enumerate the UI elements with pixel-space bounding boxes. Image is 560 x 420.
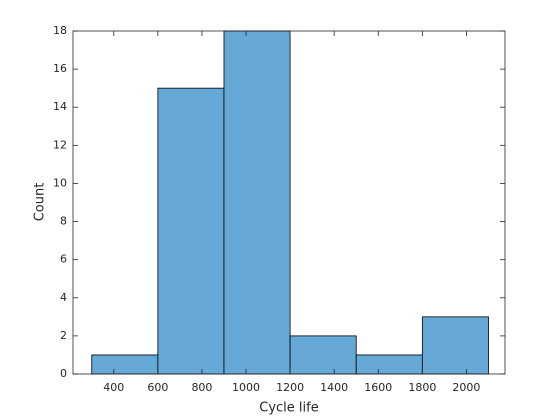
x-tick-label: 800	[191, 381, 212, 394]
bar	[223, 30, 291, 375]
axes-box	[72, 30, 506, 375]
x-tick-label: 1600	[364, 381, 392, 394]
x-tick-label: 1400	[320, 381, 348, 394]
y-tick-label: 16	[53, 62, 67, 75]
y-tick-label: 0	[60, 367, 67, 380]
y-tick-label: 10	[53, 176, 67, 189]
x-tick-label: 600	[147, 381, 168, 394]
bar	[157, 87, 225, 375]
bar	[355, 354, 423, 375]
y-tick-label: 2	[60, 329, 67, 342]
x-axis-label: Cycle life	[259, 401, 318, 416]
x-tick-label: 2000	[452, 381, 480, 394]
y-axis-label: Count	[33, 183, 48, 222]
y-tick-label: 14	[53, 100, 67, 113]
x-tick-label: 400	[103, 381, 124, 394]
bar	[91, 354, 159, 375]
bar	[289, 335, 357, 375]
y-tick-label: 4	[60, 291, 67, 304]
y-tick-label: 18	[53, 24, 67, 37]
y-tick-label: 8	[60, 215, 67, 228]
bar	[421, 316, 489, 375]
y-tick-label: 6	[60, 253, 67, 266]
x-tick-label: 1800	[408, 381, 436, 394]
y-tick-label: 12	[53, 138, 67, 151]
x-tick-label: 1000	[232, 381, 260, 394]
x-tick-label: 1200	[276, 381, 304, 394]
